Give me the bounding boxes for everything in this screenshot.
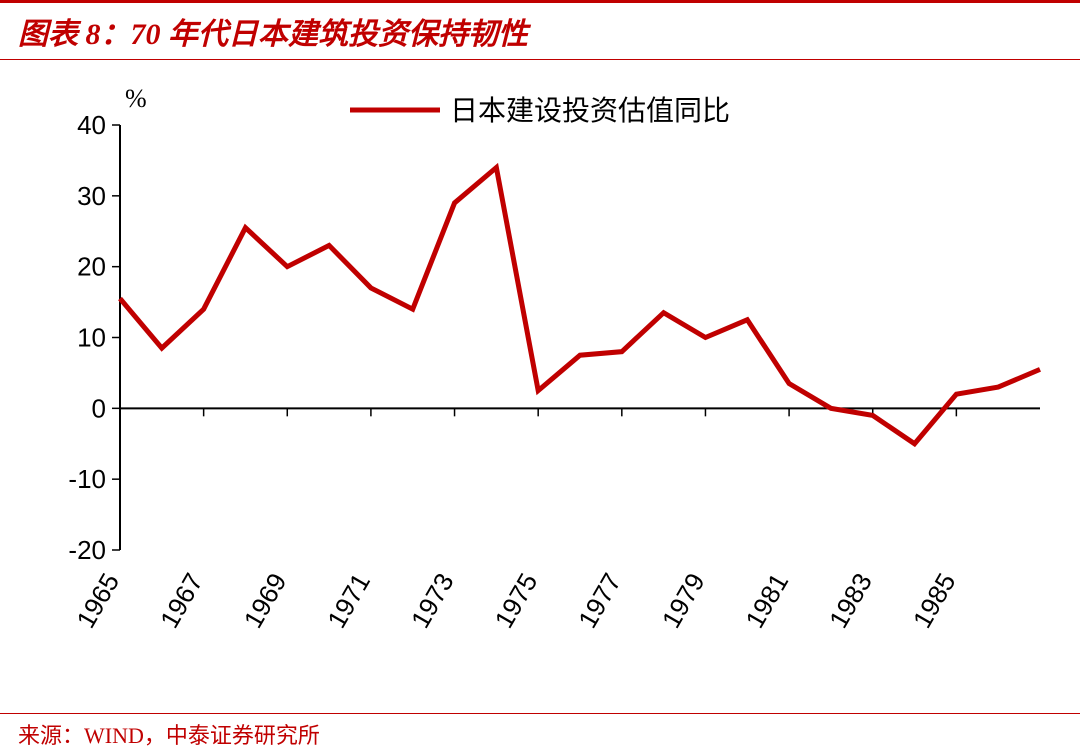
source-text: 来源：WIND，中泰证券研究所: [18, 723, 320, 748]
svg-text:日本建设投资估值同比: 日本建设投资估值同比: [450, 95, 730, 127]
svg-text:-10: -10: [68, 464, 106, 494]
svg-text:0: 0: [92, 393, 106, 423]
svg-text:1969: 1969: [238, 568, 293, 633]
svg-text:30: 30: [77, 181, 106, 211]
svg-text:1967: 1967: [154, 568, 209, 633]
chart-area: -20 -10 0 10 20 30 40 1965 1967 1969 1971 1973 1975 1…: [20, 70, 1060, 690]
svg-text:1985: 1985: [907, 568, 962, 633]
line-chart-svg: -20 -10 0 10 20 30 40 1965 1967 1969 1971 1973 1975 1…: [20, 70, 1060, 690]
svg-text:1977: 1977: [572, 568, 627, 633]
svg-text:1975: 1975: [488, 568, 543, 633]
svg-text:10: 10: [77, 323, 106, 353]
source-bar: 来源：WIND，中泰证券研究所: [0, 713, 1080, 754]
svg-text:1979: 1979: [656, 568, 711, 633]
svg-text:1973: 1973: [405, 568, 460, 633]
svg-text:1971: 1971: [321, 568, 376, 633]
svg-text:1983: 1983: [823, 568, 878, 633]
svg-text:1981: 1981: [739, 568, 794, 633]
svg-text:-20: -20: [68, 535, 106, 565]
chart-container: 图表 8：70 年代日本建筑投资保持韧性 -20 -10 0 10 20 30 40 1965…: [0, 0, 1080, 754]
svg-text:20: 20: [77, 252, 106, 282]
svg-text:40: 40: [77, 110, 106, 140]
svg-text:1965: 1965: [70, 568, 125, 633]
title-bar: 图表 8：70 年代日本建筑投资保持韧性: [0, 0, 1080, 60]
chart-title: 图表 8：70 年代日本建筑投资保持韧性: [18, 18, 528, 51]
svg-text:%: %: [125, 84, 147, 113]
